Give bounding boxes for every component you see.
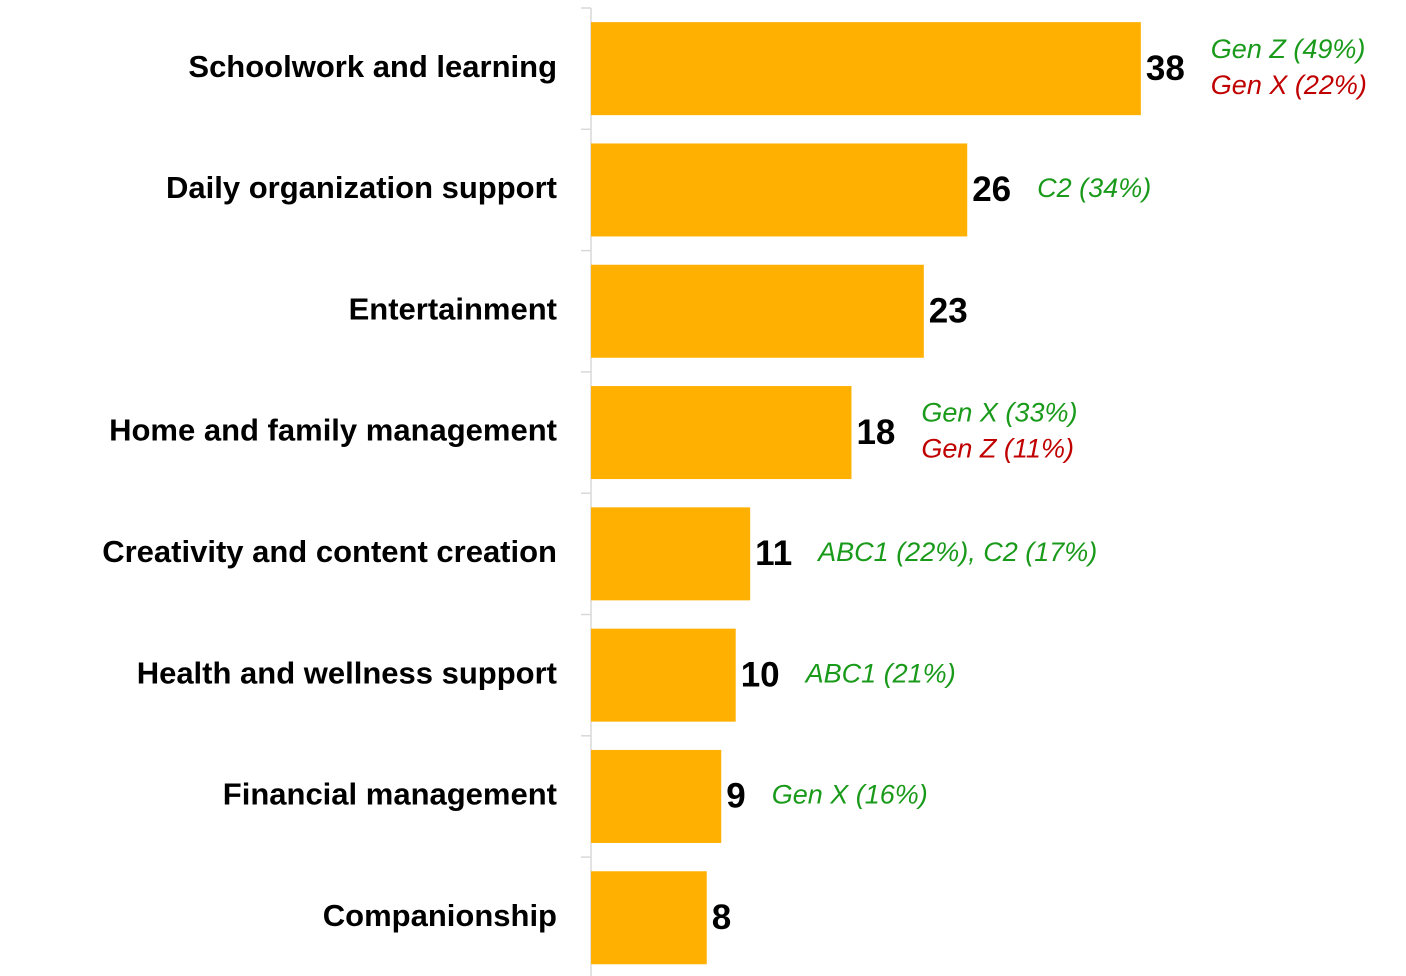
category-label: Schoolwork and learning: [188, 49, 557, 84]
category-label: Health and wellness support: [137, 655, 557, 690]
value-label: 8: [712, 898, 731, 937]
value-label: 18: [856, 413, 895, 452]
value-label: 9: [726, 777, 745, 816]
annotation: Gen X (22%): [1211, 70, 1367, 100]
category-label: Financial management: [223, 777, 557, 812]
annotation: Gen X (16%): [772, 780, 928, 810]
value-label: 26: [972, 170, 1011, 209]
bar: [591, 143, 968, 237]
category-label: Creativity and content creation: [102, 534, 557, 569]
value-label: 10: [741, 655, 780, 694]
bar: [591, 386, 852, 480]
bar: [591, 264, 924, 358]
value-label: 11: [755, 534, 792, 573]
annotation: Gen X (33%): [921, 398, 1077, 428]
annotation: ABC1 (22%), C2 (17%): [816, 537, 1097, 567]
category-label: Home and family management: [109, 413, 557, 448]
category-label: Daily organization support: [166, 170, 557, 205]
bar: [591, 22, 1141, 116]
bar: [591, 507, 751, 601]
annotation: Gen Z (49%): [1211, 34, 1366, 64]
value-label: 23: [929, 292, 968, 331]
annotation: ABC1 (21%): [804, 658, 956, 688]
category-label: Companionship: [323, 898, 557, 933]
bar: [591, 749, 722, 843]
annotation: Gen Z (11%): [921, 434, 1074, 464]
bar: [591, 628, 736, 722]
category-label: Entertainment: [349, 291, 557, 326]
bar: [591, 871, 707, 965]
annotation: C2 (34%): [1037, 173, 1151, 203]
value-label: 38: [1146, 49, 1185, 88]
